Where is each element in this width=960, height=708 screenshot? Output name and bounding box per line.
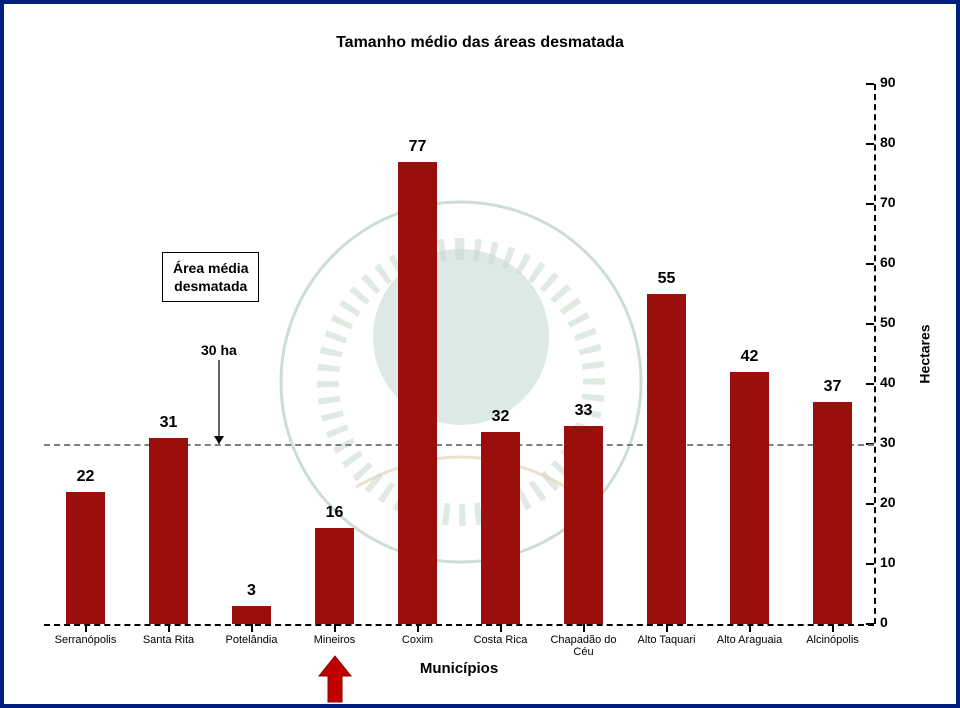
plot-area: 0102030405060708090 Hectares 22Serranópo… (44, 84, 874, 624)
y-tick-label: 40 (880, 374, 896, 390)
x-tick-mark (500, 624, 502, 632)
highlight-arrow-icon (317, 654, 353, 704)
bar (149, 438, 189, 624)
bar (232, 606, 272, 624)
y-tick-label: 50 (880, 314, 896, 330)
bar-value-label: 77 (409, 138, 427, 156)
x-tick-mark (749, 624, 751, 632)
bar-value-label: 22 (77, 468, 95, 486)
bar (315, 528, 355, 624)
category-label: Serranópolis (55, 634, 117, 646)
y-tick-mark (866, 323, 874, 325)
chart-title: Tamanho médio das áreas desmatada (4, 34, 956, 52)
bar (66, 492, 106, 624)
category-label: Costa Rica (474, 634, 528, 646)
y-axis-label: Hectares (916, 324, 932, 383)
bar-value-label: 42 (741, 348, 759, 366)
callout-box: Área média desmatada (162, 252, 259, 302)
bar-value-label: 32 (492, 408, 510, 426)
bar-value-label: 3 (247, 582, 256, 600)
bar (398, 162, 438, 624)
y-tick-label: 60 (880, 254, 896, 270)
callout-value-label: 30 ha (201, 342, 237, 358)
callout-line-1: Área média (173, 260, 248, 276)
bar (564, 426, 604, 624)
bar-value-label: 16 (326, 504, 344, 522)
x-tick-mark (251, 624, 253, 632)
y-tick-mark (866, 263, 874, 265)
y-tick-label: 0 (880, 614, 888, 630)
y-tick-label: 30 (880, 434, 896, 450)
y-axis-line (874, 84, 876, 624)
category-label: Alcinópolis (806, 634, 859, 646)
y-tick-label: 70 (880, 194, 896, 210)
y-tick-mark (866, 203, 874, 205)
x-tick-mark (666, 624, 668, 632)
bar-value-label: 31 (160, 414, 178, 432)
bar-value-label: 37 (824, 378, 842, 396)
bar (481, 432, 521, 624)
y-tick-mark (866, 383, 874, 385)
y-tick-label: 90 (880, 74, 896, 90)
y-axis: 0102030405060708090 (874, 84, 914, 624)
bar (730, 372, 770, 624)
x-axis-label: Municípios (420, 660, 498, 677)
y-tick-label: 20 (880, 494, 896, 510)
x-tick-mark (334, 624, 336, 632)
y-tick-mark (866, 83, 874, 85)
category-label: Alto Taquari (638, 634, 696, 646)
category-label: Alto Araguaia (717, 634, 782, 646)
category-label: Mineiros (314, 634, 356, 646)
bar-value-label: 55 (658, 270, 676, 288)
y-tick-mark (866, 563, 874, 565)
bar (647, 294, 687, 624)
y-tick-mark (866, 143, 874, 145)
category-label: Coxim (402, 634, 433, 646)
x-tick-mark (832, 624, 834, 632)
x-tick-mark (85, 624, 87, 632)
category-label: Potelândia (226, 634, 278, 646)
bar-value-label: 33 (575, 402, 593, 420)
bar (813, 402, 853, 624)
x-tick-mark (583, 624, 585, 632)
callout-line-2: desmatada (174, 278, 247, 294)
y-tick-label: 10 (880, 554, 896, 570)
y-tick-label: 80 (880, 134, 896, 150)
x-tick-mark (417, 624, 419, 632)
chart-frame: Tamanho médio das áreas desmatada 010203… (0, 0, 960, 708)
category-label: Santa Rita (143, 634, 194, 646)
x-tick-mark (168, 624, 170, 632)
y-tick-mark (866, 503, 874, 505)
category-label: Chapadão doCéu (550, 634, 616, 658)
